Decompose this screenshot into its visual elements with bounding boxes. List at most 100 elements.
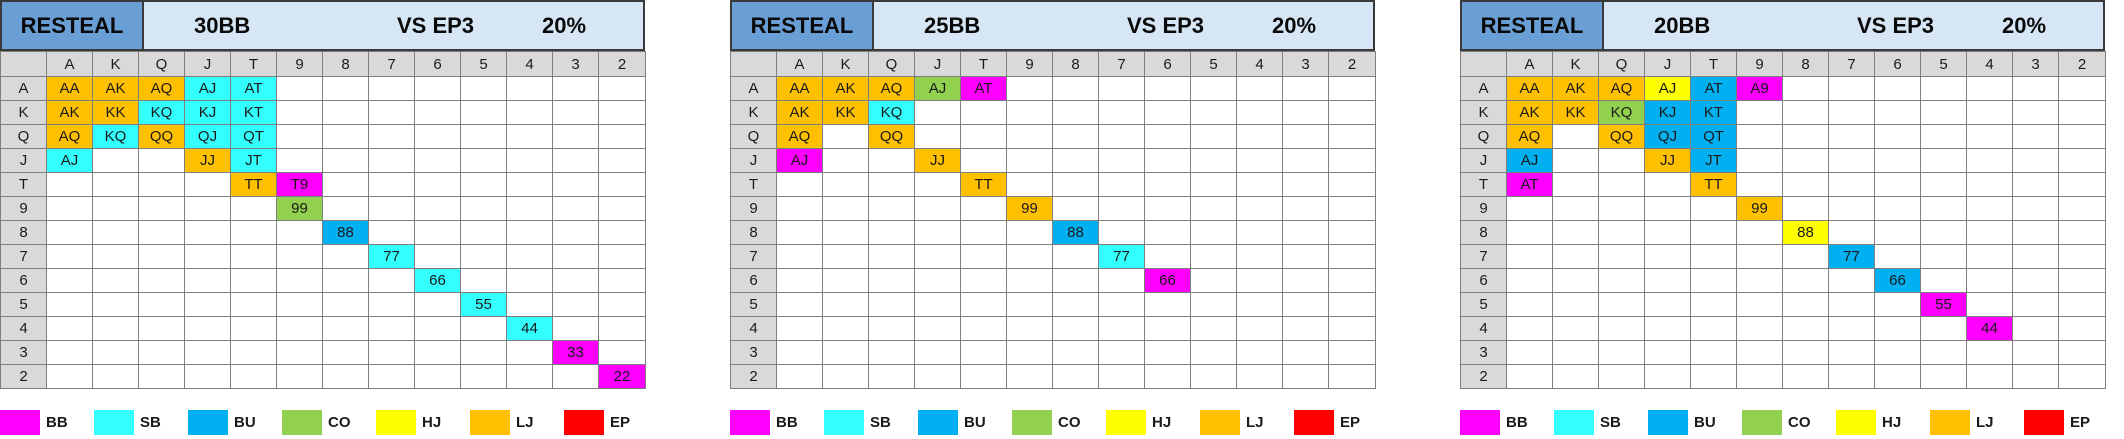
empty-cell bbox=[1736, 244, 1783, 269]
empty-cell bbox=[368, 268, 415, 293]
empty-cell bbox=[368, 292, 415, 317]
legend-swatch bbox=[1836, 410, 1876, 435]
panel-title: RESTEAL bbox=[1462, 2, 1604, 49]
empty-cell bbox=[460, 220, 507, 245]
hand-cell: AA bbox=[776, 76, 823, 101]
empty-cell bbox=[960, 124, 1007, 149]
empty-cell bbox=[552, 220, 599, 245]
empty-cell bbox=[46, 220, 93, 245]
row-header: 3 bbox=[0, 340, 47, 365]
row-header: 2 bbox=[1460, 364, 1507, 389]
empty-cell bbox=[822, 148, 869, 173]
hand-cell: AQ bbox=[1598, 76, 1645, 101]
empty-cell bbox=[2058, 244, 2106, 269]
legend-item: SB bbox=[94, 410, 161, 435]
empty-cell bbox=[868, 268, 915, 293]
empty-cell bbox=[822, 292, 869, 317]
empty-cell bbox=[822, 364, 869, 389]
empty-cell bbox=[1966, 268, 2013, 293]
empty-cell bbox=[1144, 76, 1191, 101]
row-header: 7 bbox=[1460, 244, 1507, 269]
grid-corner bbox=[730, 51, 777, 77]
empty-cell bbox=[1920, 172, 1967, 197]
empty-cell bbox=[2058, 76, 2106, 101]
empty-cell bbox=[1052, 316, 1099, 341]
empty-cell bbox=[1282, 292, 1329, 317]
hand-cell: JJ bbox=[184, 148, 231, 173]
empty-cell bbox=[2012, 244, 2059, 269]
hand-cell: 55 bbox=[460, 292, 507, 317]
legend-swatch bbox=[730, 410, 770, 435]
legend-label: LJ bbox=[516, 414, 534, 431]
empty-cell bbox=[414, 340, 461, 365]
empty-cell bbox=[2058, 172, 2106, 197]
empty-cell bbox=[1966, 196, 2013, 221]
empty-cell bbox=[2058, 268, 2106, 293]
empty-cell bbox=[1190, 100, 1237, 125]
empty-cell bbox=[506, 124, 553, 149]
row-header: T bbox=[0, 172, 47, 197]
empty-cell bbox=[1644, 292, 1691, 317]
empty-cell bbox=[1236, 364, 1283, 389]
empty-cell bbox=[1506, 316, 1553, 341]
position-legend: BB SB BU CO HJ LJ EP bbox=[0, 410, 645, 435]
empty-cell bbox=[552, 268, 599, 293]
empty-cell bbox=[914, 244, 961, 269]
row-header: Q bbox=[730, 124, 777, 149]
empty-cell bbox=[822, 172, 869, 197]
empty-cell bbox=[822, 268, 869, 293]
empty-cell bbox=[598, 172, 646, 197]
legend-label: HJ bbox=[422, 414, 442, 431]
empty-cell bbox=[1006, 172, 1053, 197]
empty-cell bbox=[1282, 268, 1329, 293]
empty-cell bbox=[1144, 124, 1191, 149]
legend-label: LJ bbox=[1976, 414, 1994, 431]
empty-cell bbox=[1598, 148, 1645, 173]
empty-cell bbox=[552, 364, 599, 389]
column-header: 3 bbox=[552, 51, 599, 77]
empty-cell bbox=[1874, 364, 1921, 389]
empty-cell bbox=[1006, 148, 1053, 173]
empty-cell bbox=[1874, 292, 1921, 317]
column-header: A bbox=[46, 51, 93, 77]
hand-cell: A9 bbox=[1736, 76, 1783, 101]
empty-cell bbox=[460, 100, 507, 125]
empty-cell bbox=[1828, 316, 1875, 341]
empty-cell bbox=[1920, 124, 1967, 149]
empty-cell bbox=[460, 76, 507, 101]
empty-cell bbox=[184, 292, 231, 317]
row-header: 9 bbox=[1460, 196, 1507, 221]
empty-cell bbox=[92, 316, 139, 341]
empty-cell bbox=[138, 172, 185, 197]
hand-cell: AK bbox=[1506, 100, 1553, 125]
hand-cell: AK bbox=[46, 100, 93, 125]
grid-row: 7 77 bbox=[730, 244, 1376, 269]
empty-cell bbox=[92, 148, 139, 173]
empty-cell bbox=[368, 340, 415, 365]
hand-cell: JT bbox=[230, 148, 277, 173]
column-header: 5 bbox=[460, 51, 507, 77]
hand-cell: AJ bbox=[1506, 148, 1553, 173]
row-header: T bbox=[1460, 172, 1507, 197]
empty-cell bbox=[1144, 292, 1191, 317]
grid-row: K AK KK KQ KJ KT bbox=[0, 100, 646, 125]
empty-cell bbox=[1052, 268, 1099, 293]
empty-cell bbox=[1144, 220, 1191, 245]
empty-cell bbox=[1552, 364, 1599, 389]
row-header: 8 bbox=[0, 220, 47, 245]
grid-row: 5 55 bbox=[0, 292, 646, 317]
legend-label: CO bbox=[1788, 414, 1811, 431]
empty-cell bbox=[1052, 364, 1099, 389]
column-header: T bbox=[960, 51, 1007, 77]
empty-cell bbox=[368, 124, 415, 149]
empty-cell bbox=[460, 172, 507, 197]
empty-cell bbox=[1552, 340, 1599, 365]
empty-cell bbox=[776, 268, 823, 293]
hand-cell: AQ bbox=[776, 124, 823, 149]
empty-cell bbox=[960, 268, 1007, 293]
hand-cell: 44 bbox=[1966, 316, 2013, 341]
hand-cell: 99 bbox=[276, 196, 323, 221]
column-header: 4 bbox=[1236, 51, 1283, 77]
empty-cell bbox=[1144, 316, 1191, 341]
empty-cell bbox=[1828, 124, 1875, 149]
